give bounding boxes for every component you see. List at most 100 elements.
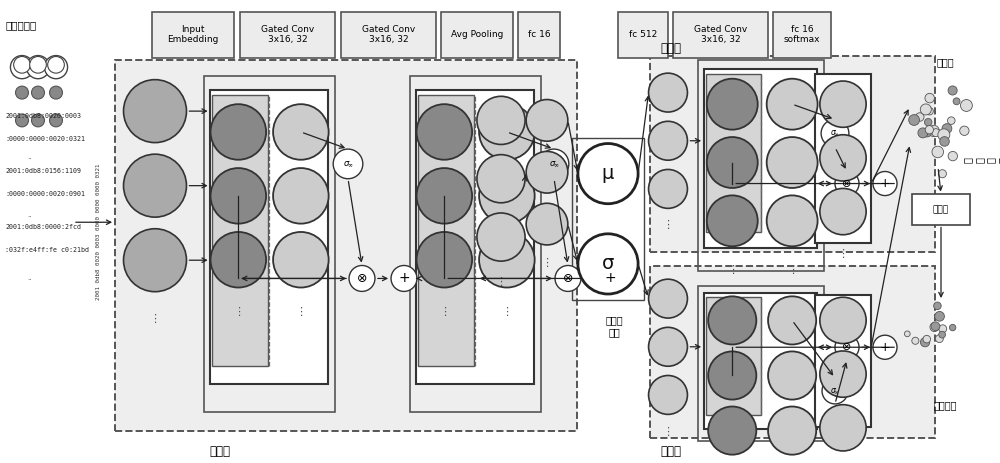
Ellipse shape	[820, 135, 866, 181]
Bar	[815, 295, 871, 427]
Ellipse shape	[707, 195, 758, 246]
Ellipse shape	[949, 325, 956, 331]
Ellipse shape	[928, 125, 939, 137]
Text: ⊗: ⊗	[842, 342, 852, 352]
Text: 重
构
向
量: 重 构 向 量	[963, 157, 1000, 163]
Bar	[204, 76, 335, 412]
Text: +: +	[880, 341, 890, 354]
Ellipse shape	[820, 405, 866, 451]
Ellipse shape	[768, 407, 816, 455]
Ellipse shape	[649, 121, 687, 160]
Bar	[912, 194, 970, 225]
Ellipse shape	[211, 232, 266, 288]
Text: 编码器: 编码器	[210, 445, 230, 458]
Ellipse shape	[942, 124, 952, 133]
Ellipse shape	[649, 327, 687, 366]
Ellipse shape	[649, 279, 687, 318]
Text: ⋮: ⋮	[149, 313, 161, 324]
Ellipse shape	[820, 81, 866, 127]
Text: ..: ..	[28, 275, 32, 281]
Ellipse shape	[904, 331, 910, 337]
Ellipse shape	[909, 115, 919, 125]
Ellipse shape	[649, 73, 687, 112]
Ellipse shape	[479, 104, 535, 160]
Bar	[210, 90, 328, 384]
Bar	[240, 12, 335, 58]
Ellipse shape	[948, 117, 955, 125]
Text: ⋮: ⋮	[295, 307, 306, 317]
Ellipse shape	[211, 168, 266, 224]
Ellipse shape	[391, 265, 417, 291]
Text: Input
Embedding: Input Embedding	[167, 25, 219, 44]
Text: ⋮: ⋮	[439, 307, 450, 317]
Ellipse shape	[934, 302, 941, 310]
Bar	[416, 90, 534, 384]
Text: ..: ..	[28, 213, 32, 218]
Bar	[341, 12, 436, 58]
Ellipse shape	[835, 335, 859, 359]
Ellipse shape	[935, 335, 943, 343]
Text: Avg Pooling: Avg Pooling	[451, 30, 503, 39]
Text: fc 16
softmax: fc 16 softmax	[784, 25, 820, 44]
Text: 生成器: 生成器	[660, 445, 681, 458]
Ellipse shape	[821, 119, 849, 147]
Text: ⋮: ⋮	[787, 265, 798, 275]
Bar	[698, 286, 824, 441]
Text: ⋮: ⋮	[662, 426, 674, 437]
Ellipse shape	[767, 137, 818, 188]
Ellipse shape	[707, 137, 758, 188]
Ellipse shape	[50, 86, 62, 99]
Ellipse shape	[708, 407, 756, 455]
Ellipse shape	[960, 100, 972, 112]
Text: ..: ..	[28, 155, 32, 160]
Ellipse shape	[649, 169, 687, 208]
Ellipse shape	[916, 113, 924, 121]
Text: 2001:0db8:0000:2fcd: 2001:0db8:0000:2fcd	[5, 224, 81, 230]
Ellipse shape	[918, 128, 928, 138]
Bar	[704, 69, 817, 248]
Ellipse shape	[923, 128, 932, 137]
Bar	[773, 12, 831, 58]
Ellipse shape	[708, 296, 756, 344]
Ellipse shape	[477, 213, 525, 261]
Text: fc 512: fc 512	[629, 30, 657, 39]
Ellipse shape	[16, 86, 28, 99]
Bar	[572, 138, 644, 300]
Text: ⊗: ⊗	[563, 272, 573, 285]
Ellipse shape	[768, 296, 816, 344]
Ellipse shape	[920, 104, 931, 115]
Text: ⋮: ⋮	[837, 249, 849, 259]
Text: 2001:0db8:0156:1109: 2001:0db8:0156:1109	[5, 169, 81, 174]
Bar	[518, 12, 560, 58]
Text: ⋮: ⋮	[501, 307, 512, 317]
Ellipse shape	[820, 351, 866, 397]
Ellipse shape	[940, 137, 949, 146]
Ellipse shape	[32, 86, 44, 99]
Text: Gated Conv
3x16, 32: Gated Conv 3x16, 32	[261, 25, 314, 44]
Text: 活跃目标: 活跃目标	[933, 400, 957, 410]
Ellipse shape	[924, 119, 932, 126]
Bar	[698, 60, 824, 271]
Ellipse shape	[526, 100, 568, 141]
Ellipse shape	[873, 335, 897, 359]
Bar	[706, 74, 761, 232]
Text: +: +	[604, 271, 616, 286]
Ellipse shape	[333, 149, 363, 179]
Ellipse shape	[44, 56, 68, 79]
Ellipse shape	[539, 149, 569, 179]
Text: $\sigma_{\!\infty}$: $\sigma_{\!\infty}$	[343, 159, 353, 169]
Text: σ: σ	[602, 254, 614, 274]
Bar	[441, 12, 513, 58]
Text: $\sigma_{\!\infty}$: $\sigma_{\!\infty}$	[830, 386, 840, 396]
Text: 解码器: 解码器	[660, 42, 681, 55]
Bar	[410, 76, 541, 412]
Text: 输入地址集: 输入地址集	[5, 20, 36, 31]
Ellipse shape	[477, 96, 525, 144]
Ellipse shape	[417, 104, 472, 160]
Text: ⋮: ⋮	[662, 220, 674, 231]
Text: Gated Conv
3x16, 32: Gated Conv 3x16, 32	[362, 25, 415, 44]
Ellipse shape	[16, 114, 28, 127]
Ellipse shape	[932, 129, 940, 137]
Ellipse shape	[32, 114, 44, 127]
Text: fc 16: fc 16	[528, 30, 550, 39]
